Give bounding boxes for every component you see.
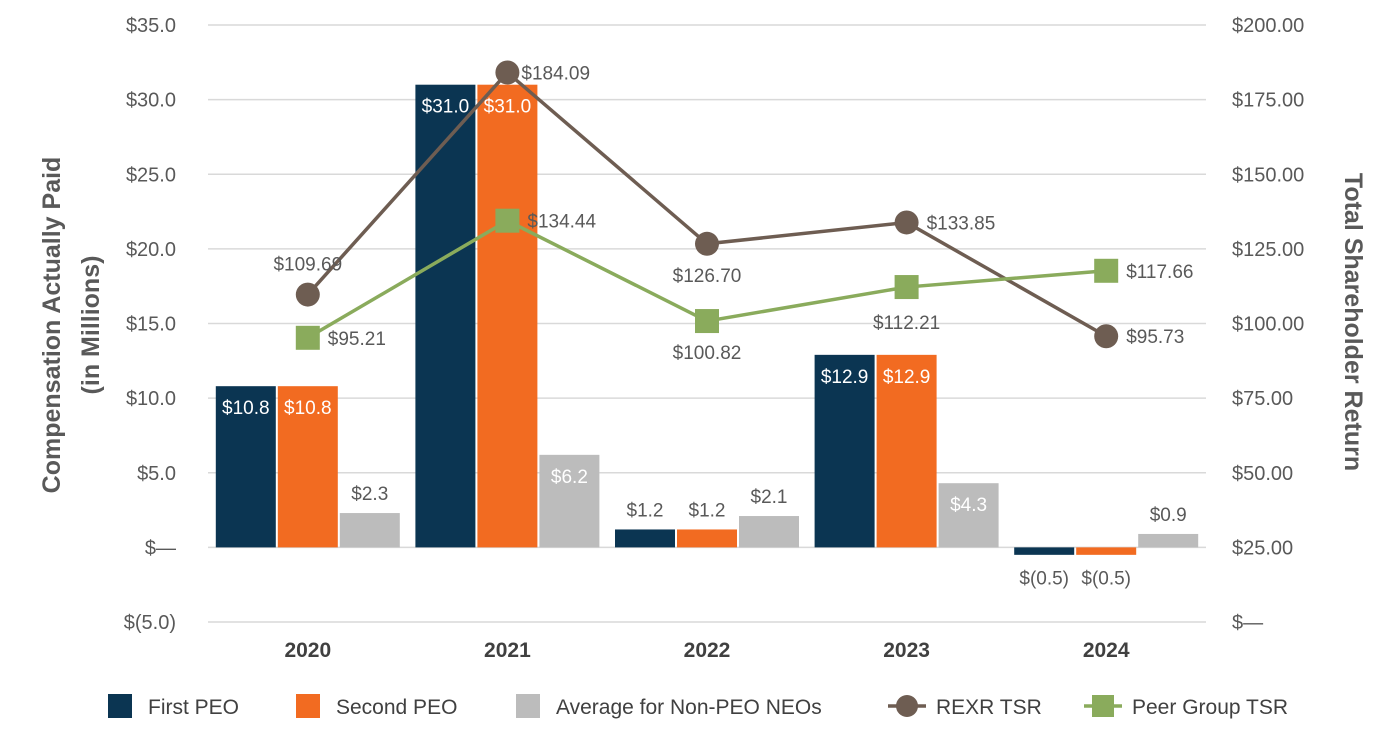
category-label: 2023 <box>883 639 930 662</box>
left-tick-label: $— <box>145 537 176 559</box>
bar-data-label: $(0.5) <box>1019 568 1069 589</box>
rexr-tsr-point <box>894 210 919 235</box>
bar-second-peo <box>677 529 737 548</box>
legend-label: First PEO <box>148 696 239 719</box>
left-axis-ticks: $(5.0) $— $5.0 $10.0 $15.0 $20.0 $25.0 $30.0 $35… <box>124 15 176 634</box>
category-label: 2021 <box>484 639 531 662</box>
right-tick-label: $150.00 <box>1232 164 1304 186</box>
line-data-label: $133.85 <box>927 213 996 234</box>
bar-data-label: $31.0 <box>422 97 470 118</box>
left-tick-label: $30.0 <box>126 90 176 112</box>
peer-tsr-point <box>1094 258 1119 283</box>
right-tick-label: $25.00 <box>1232 537 1293 559</box>
legend: First PEO Second PEO Average for Non-PEO N… <box>108 694 1288 719</box>
left-tick-label: $25.0 <box>126 164 176 186</box>
line-data-label: $126.70 <box>673 266 742 287</box>
right-tick-label: $75.00 <box>1232 388 1293 410</box>
category-label: 2024 <box>1083 639 1130 662</box>
right-tick-label: $200.00 <box>1232 15 1304 37</box>
line-data-label: $95.73 <box>1126 327 1184 348</box>
line-data-label: $184.09 <box>521 63 590 84</box>
data-labels: $10.8 $31.0 $1.2 $12.9 $(0.5) $10.8 $31.0 $1.2 $… <box>222 63 1193 589</box>
bar-first-peo <box>814 354 875 548</box>
category-label: 2020 <box>284 639 331 662</box>
bar-first-peo <box>1014 547 1075 555</box>
left-tick-label: $(5.0) <box>124 612 176 634</box>
bar-data-label: $1.2 <box>689 500 726 521</box>
right-tick-label: $50.00 <box>1232 463 1293 485</box>
right-tick-label: $— <box>1232 612 1263 634</box>
bar-second-peo <box>876 354 937 548</box>
bar-data-label: $1.2 <box>627 500 664 521</box>
left-tick-label: $10.0 <box>126 388 176 410</box>
peer-tsr-point <box>894 275 919 300</box>
rexr-tsr-point <box>695 231 719 256</box>
line-data-label: $134.44 <box>527 212 596 233</box>
line-data-label: $100.82 <box>673 343 742 364</box>
bar-data-label: $10.8 <box>284 398 332 419</box>
rexr-tsr-point <box>295 282 320 307</box>
left-axis-title-line1: Compensation Actually Paid <box>38 157 66 494</box>
bar-data-label: $4.3 <box>950 495 987 516</box>
bar-data-label: $2.3 <box>351 484 388 505</box>
bar-second-peo <box>277 386 338 548</box>
bar-data-label: $10.8 <box>222 398 270 419</box>
line-data-label: $109.69 <box>273 255 342 276</box>
rexr-tsr-point <box>495 60 520 85</box>
bar-data-label: $0.9 <box>1150 505 1187 526</box>
left-tick-label: $35.0 <box>126 15 176 37</box>
bar-data-label: $12.9 <box>883 367 931 388</box>
bar-data-label: $31.0 <box>484 97 532 118</box>
legend-swatch <box>296 694 320 718</box>
line-series <box>295 60 1119 350</box>
line-data-label: $112.21 <box>873 313 940 334</box>
bar-average-for-non-peo-neos <box>339 513 400 548</box>
category-labels: 2020 2021 2022 2023 2024 <box>284 639 1129 662</box>
bar-average-for-non-peo-neos <box>938 483 999 548</box>
peer-tsr-point <box>495 208 520 233</box>
peer-tsr-point <box>295 325 320 350</box>
category-label: 2022 <box>684 639 731 662</box>
peer-tsr-point <box>695 309 719 334</box>
bar-series <box>215 84 1199 555</box>
left-tick-label: $20.0 <box>126 239 176 261</box>
left-tick-label: $5.0 <box>137 463 176 485</box>
bar-first-peo <box>415 84 476 548</box>
legend-label: REXR TSR <box>936 696 1042 719</box>
legend-label: Second PEO <box>336 696 457 719</box>
legend-marker <box>896 695 918 717</box>
bar-second-peo <box>1076 547 1137 555</box>
line-data-label: $117.66 <box>1126 262 1193 283</box>
right-tick-label: $175.00 <box>1232 90 1304 112</box>
bar-first-peo <box>615 529 675 548</box>
right-axis-title: Total Shareholder Return <box>1339 173 1367 471</box>
bar-average-for-non-peo-neos <box>539 454 600 548</box>
bar-second-peo <box>477 84 538 548</box>
line-data-label: $95.21 <box>328 329 386 350</box>
legend-marker <box>1092 695 1114 717</box>
right-axis-ticks: $— $25.00 $50.00 $75.00 $100.00 $125.00 $150.0… <box>1232 15 1304 634</box>
left-tick-label: $15.0 <box>126 314 176 336</box>
bar-average-for-non-peo-neos <box>1138 533 1199 548</box>
right-tick-label: $125.00 <box>1232 239 1304 261</box>
right-tick-label: $100.00 <box>1232 314 1304 336</box>
bar-data-label: $12.9 <box>821 367 869 388</box>
rexr-tsr-point <box>1094 324 1119 349</box>
bar-first-peo <box>215 386 276 548</box>
left-axis-title-line2: (in Millions) <box>77 256 105 395</box>
legend-label: Average for Non-PEO NEOs <box>556 696 822 719</box>
legend-swatch <box>516 694 540 718</box>
legend-swatch <box>108 694 132 718</box>
legend-label: Peer Group TSR <box>1132 696 1288 719</box>
bar-data-label: $6.2 <box>551 467 588 488</box>
bar-data-label: $2.1 <box>751 487 788 508</box>
bar-average-for-non-peo-neos <box>739 516 799 548</box>
bar-data-label: $(0.5) <box>1081 568 1131 589</box>
